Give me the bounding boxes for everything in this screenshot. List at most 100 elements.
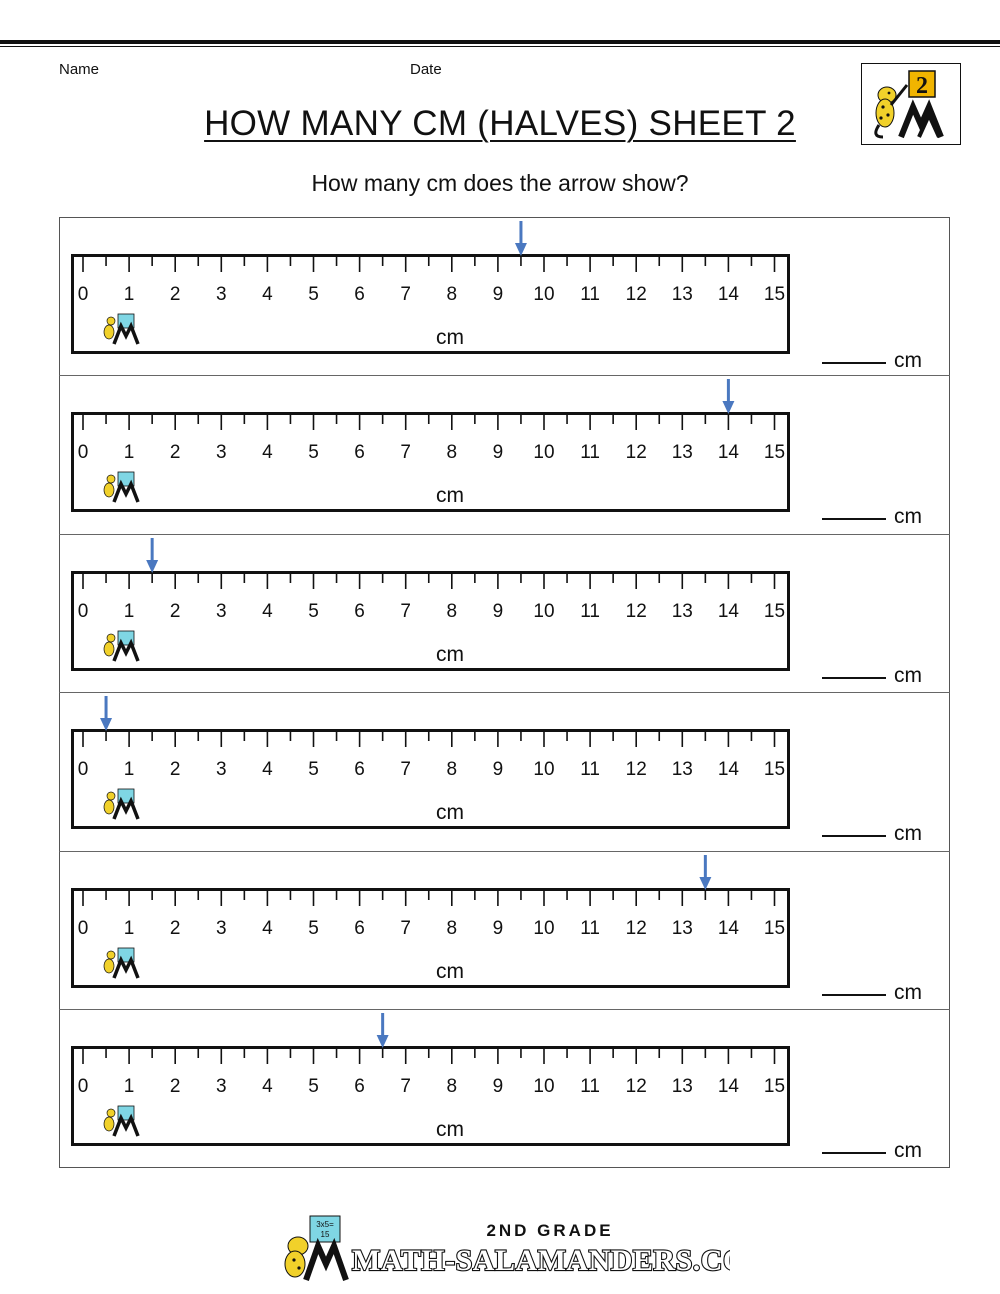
footer-grade-label: 2ND GRADE xyxy=(486,1221,613,1240)
ruler-tick-label: 2 xyxy=(170,1076,181,1097)
answer-line[interactable] xyxy=(822,994,886,996)
row-divider xyxy=(59,1009,950,1010)
footer-site-label: MATH-SALAMANDERS.COM xyxy=(352,1244,730,1277)
ruler-tick-label: 12 xyxy=(626,601,647,622)
ruler-body xyxy=(71,412,790,512)
ruler-tick-label: 14 xyxy=(718,759,740,780)
answer-line[interactable] xyxy=(822,677,886,679)
ruler-body xyxy=(71,729,790,829)
ruler-logo-icon xyxy=(103,630,140,662)
pointer-arrow-icon xyxy=(100,718,113,731)
ruler-tick-label: 2 xyxy=(170,284,181,305)
row-divider xyxy=(59,375,950,376)
ruler-tick-label: 0 xyxy=(78,1076,89,1097)
ruler-tick-label: 2 xyxy=(170,442,181,463)
ruler-tick-label: 14 xyxy=(718,442,740,463)
ruler-tick-label: 2 xyxy=(170,601,181,622)
pointer-arrow-icon xyxy=(514,243,527,256)
ruler-tick-label: 7 xyxy=(400,284,411,305)
ruler-tick-label: 4 xyxy=(262,284,273,305)
ruler-logo-icon xyxy=(103,471,140,503)
ruler-tick-label: 10 xyxy=(533,284,554,305)
ruler-tick-label: 10 xyxy=(533,1076,554,1097)
ruler-tick-label: 15 xyxy=(764,1076,785,1097)
answer-blank[interactable]: cm xyxy=(822,505,922,529)
ruler-tick-label: 8 xyxy=(447,284,458,305)
answer-line[interactable] xyxy=(822,835,886,837)
ruler-tick-label: 5 xyxy=(308,1076,319,1097)
ruler-tick-label: 10 xyxy=(533,601,554,622)
answer-unit: cm xyxy=(894,505,922,528)
answer-blank[interactable]: cm xyxy=(822,664,922,688)
answer-blank[interactable]: cm xyxy=(822,822,922,846)
ruler-tick-label: 11 xyxy=(580,601,600,622)
top-rule xyxy=(0,40,1000,44)
ruler-tick-label: 7 xyxy=(400,442,411,463)
answer-blank[interactable]: cm xyxy=(822,981,922,1005)
ruler-tick-label: 4 xyxy=(262,442,273,463)
ruler-tick-label: 3 xyxy=(216,759,227,780)
ruler-tick-label: 12 xyxy=(626,284,647,305)
ruler-tick-label: 0 xyxy=(78,759,89,780)
ruler-unit-label: cm xyxy=(436,643,464,666)
question-row: 0 1 2 3 4 5 6 7 8 9 10 11 12 13 14 15 cm cm xyxy=(59,375,950,533)
ruler-tick-label: 13 xyxy=(672,918,693,939)
ruler-tick-label: 9 xyxy=(493,284,504,305)
ruler-tick-label: 9 xyxy=(493,759,504,780)
answer-line[interactable] xyxy=(822,1152,886,1154)
ruler-tick-label: 0 xyxy=(78,918,89,939)
ruler-tick-label: 13 xyxy=(672,1076,693,1097)
ruler-tick-label: 11 xyxy=(580,284,600,305)
ruler-tick-label: 12 xyxy=(626,918,647,939)
row-divider xyxy=(59,851,950,852)
question-row: 0 1 2 3 4 5 6 7 8 9 10 11 12 13 14 15 cm cm xyxy=(59,692,950,850)
ruler-tick-label: 14 xyxy=(718,284,740,305)
ruler-tick-label: 15 xyxy=(764,918,785,939)
answer-line[interactable] xyxy=(822,362,886,364)
ruler-tick-label: 9 xyxy=(493,442,504,463)
answer-unit: cm xyxy=(894,664,922,687)
top-rule-thin xyxy=(0,46,1000,47)
ruler-tick-label: 1 xyxy=(124,759,135,780)
answer-unit: cm xyxy=(894,349,922,372)
answer-unit: cm xyxy=(894,1139,922,1162)
ruler-tick-label: 9 xyxy=(493,918,504,939)
ruler-tick-label: 6 xyxy=(354,601,365,622)
ruler-tick-label: 3 xyxy=(216,442,227,463)
pointer-arrow-icon xyxy=(699,877,712,890)
ruler-tick-label: 7 xyxy=(400,759,411,780)
answer-line[interactable] xyxy=(822,518,886,520)
answer-unit: cm xyxy=(894,822,922,845)
ruler-tick-label: 4 xyxy=(262,1076,273,1097)
ruler-tick-label: 8 xyxy=(447,601,458,622)
pointer-arrow-icon xyxy=(146,560,159,573)
ruler-tick-label: 6 xyxy=(354,284,365,305)
ruler-tick-label: 14 xyxy=(718,918,740,939)
pointer-arrow-icon xyxy=(376,1035,389,1048)
row-divider xyxy=(59,534,950,535)
ruler-body xyxy=(71,254,790,354)
answer-blank[interactable]: cm xyxy=(822,1139,922,1163)
ruler-unit-label: cm xyxy=(436,801,464,824)
ruler-tick-label: 8 xyxy=(447,442,458,463)
ruler-tick-label: 3 xyxy=(216,1076,227,1097)
ruler-tick-label: 11 xyxy=(580,918,600,939)
ruler-body xyxy=(71,888,790,988)
ruler-tick-label: 10 xyxy=(533,442,554,463)
ruler-tick-label: 8 xyxy=(447,1076,458,1097)
ruler-tick-label: 13 xyxy=(672,601,693,622)
ruler-tick-label: 8 xyxy=(447,759,458,780)
ruler-body xyxy=(71,1046,790,1146)
ruler-tick-label: 5 xyxy=(308,601,319,622)
ruler-tick-label: 13 xyxy=(672,284,693,305)
ruler-tick-label: 4 xyxy=(262,601,273,622)
ruler-tick-label: 10 xyxy=(533,759,554,780)
answer-blank[interactable]: cm xyxy=(822,349,922,373)
ruler-tick-label: 7 xyxy=(400,1076,411,1097)
ruler-tick-label: 4 xyxy=(262,759,273,780)
ruler-tick-label: 15 xyxy=(764,759,785,780)
ruler-tick-label: 14 xyxy=(718,601,740,622)
